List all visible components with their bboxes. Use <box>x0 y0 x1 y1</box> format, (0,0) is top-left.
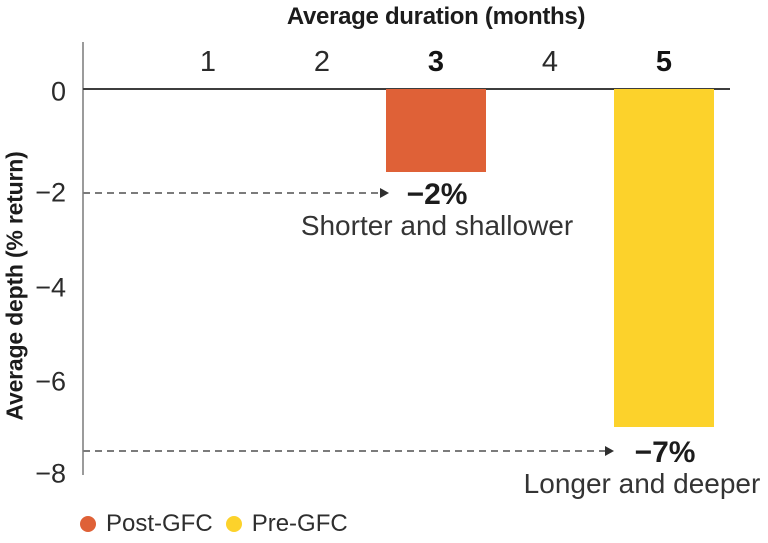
annotation-text: Longer and deeper <box>523 468 761 499</box>
dashed-arrow-pre-gfc <box>83 446 614 456</box>
legend-label: Pre-GFC <box>251 510 348 537</box>
arrowhead-icon <box>380 188 389 198</box>
legend: Post-GFC Pre-GFC <box>80 510 348 538</box>
depth-value-label: −2% <box>406 178 468 211</box>
x-tick-label-4: 4 <box>541 46 559 78</box>
x-tick-label-1: 1 <box>199 46 217 78</box>
dashed-arrow-post-gfc <box>83 188 389 198</box>
y-tick-label-neg2: −2 <box>35 177 66 208</box>
x-tick-label-2: 2 <box>313 46 331 78</box>
y-tick-label-neg8: −8 <box>35 458 66 489</box>
x-tick-label-5: 5 <box>655 46 673 78</box>
y-tick-label-0: 0 <box>50 76 66 107</box>
legend-label: Post-GFC <box>106 510 213 537</box>
annotation-pre-gfc: −7% Longer and deeper <box>524 436 768 500</box>
legend-item-post-gfc: Post-GFC <box>80 510 213 538</box>
legend-item-pre-gfc: Pre-GFC <box>225 510 348 538</box>
arrowhead-icon <box>605 446 614 456</box>
bar-post-gfc <box>386 89 486 172</box>
depth-value-label: −7% <box>634 436 696 469</box>
x-tick-label-3: 3 <box>427 46 445 78</box>
y-tick-label-neg6: −6 <box>35 366 66 397</box>
y-tick-label-neg4: −4 <box>35 272 66 303</box>
legend-dot-icon <box>225 516 242 532</box>
y-axis-line <box>82 42 84 475</box>
top-axis-title: Average duration (months) <box>286 3 586 30</box>
bar-pre-gfc <box>614 89 714 427</box>
annotation-text: Shorter and shallower <box>300 210 574 241</box>
annotation-post-gfc: −2% Shorter and shallower <box>301 179 573 242</box>
legend-dot-icon <box>80 516 96 532</box>
